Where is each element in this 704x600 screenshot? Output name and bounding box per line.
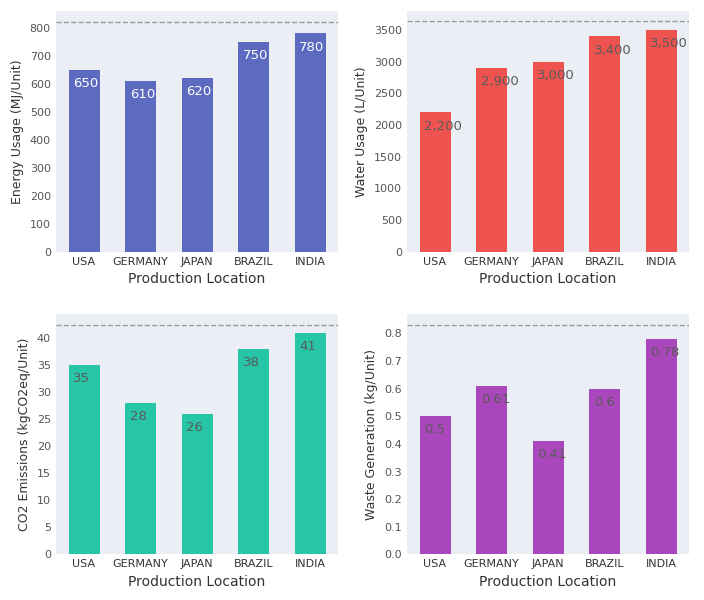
Bar <box>476 386 507 554</box>
Bar <box>420 416 451 554</box>
Bar <box>238 349 269 554</box>
Text: 26: 26 <box>186 421 203 434</box>
Y-axis label: Waste Generation (kg/Unit): Waste Generation (kg/Unit) <box>365 349 379 520</box>
Text: 0.6: 0.6 <box>593 396 615 409</box>
X-axis label: Production Location: Production Location <box>128 272 265 286</box>
X-axis label: Production Location: Production Location <box>128 575 265 589</box>
Bar <box>294 34 325 251</box>
Bar <box>182 414 213 554</box>
Text: 2,200: 2,200 <box>425 119 462 133</box>
Bar <box>294 333 325 554</box>
Text: 0.41: 0.41 <box>537 448 567 461</box>
Bar <box>532 62 564 251</box>
Bar <box>68 70 99 251</box>
Text: 650: 650 <box>73 77 99 90</box>
Text: 2,900: 2,900 <box>481 76 518 88</box>
Text: 610: 610 <box>130 88 155 101</box>
Bar <box>589 37 620 251</box>
Bar <box>68 365 99 554</box>
Text: 780: 780 <box>299 41 325 54</box>
Text: 0.78: 0.78 <box>650 346 679 359</box>
Bar <box>589 389 620 554</box>
Text: 0.5: 0.5 <box>425 424 445 436</box>
Text: 750: 750 <box>243 49 268 62</box>
Bar <box>125 403 156 554</box>
X-axis label: Production Location: Production Location <box>479 272 617 286</box>
Bar <box>182 78 213 251</box>
Bar <box>125 81 156 251</box>
Text: 28: 28 <box>130 410 146 424</box>
Text: 35: 35 <box>73 373 90 385</box>
Y-axis label: CO2 Emissions (kgCO2eq/Unit): CO2 Emissions (kgCO2eq/Unit) <box>18 337 31 531</box>
Text: 3,500: 3,500 <box>650 37 688 50</box>
Y-axis label: Energy Usage (MJ/Unit): Energy Usage (MJ/Unit) <box>11 59 24 204</box>
X-axis label: Production Location: Production Location <box>479 575 617 589</box>
Bar <box>646 339 677 554</box>
Bar <box>238 42 269 251</box>
Y-axis label: Water Usage (L/Unit): Water Usage (L/Unit) <box>355 66 368 197</box>
Bar <box>420 112 451 251</box>
Text: 0.61: 0.61 <box>481 393 510 406</box>
Text: 38: 38 <box>243 356 260 369</box>
Text: 3,400: 3,400 <box>593 44 631 56</box>
Text: 620: 620 <box>186 85 211 98</box>
Bar <box>646 30 677 251</box>
Bar <box>532 441 564 554</box>
Text: 3,000: 3,000 <box>537 69 575 82</box>
Text: 41: 41 <box>299 340 316 353</box>
Bar <box>476 68 507 251</box>
